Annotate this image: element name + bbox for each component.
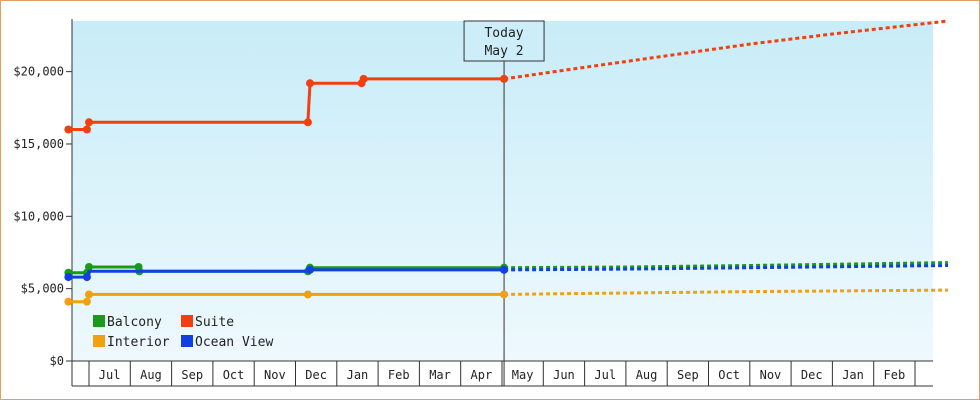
- x-tick-label: Sep: [677, 368, 699, 382]
- legend-label: Balcony: [107, 315, 162, 330]
- x-tick-label: Feb: [884, 368, 906, 382]
- data-point-ocean-view: [64, 273, 73, 282]
- series-forecast-ocean-view: [504, 264, 949, 272]
- today-label: Today: [484, 26, 523, 41]
- series-forecast-suite: [503, 19, 949, 81]
- data-point-suite: [305, 79, 314, 88]
- y-tick-label: $0: [50, 354, 64, 368]
- data-point-balcony: [85, 262, 93, 271]
- data-point-ocean-view: [500, 265, 509, 274]
- y-tick-label: $15,000: [13, 137, 64, 151]
- data-point-interior: [82, 297, 91, 306]
- plot-background: [72, 21, 933, 361]
- data-point-suite: [359, 74, 368, 83]
- data-point-suite: [303, 118, 312, 127]
- x-tick-label: Jul: [99, 368, 121, 382]
- data-point-suite: [82, 125, 91, 134]
- legend-swatch: [181, 315, 193, 327]
- data-point-interior: [85, 290, 93, 299]
- legend-label: Suite: [195, 315, 234, 330]
- x-tick-label: Nov: [760, 368, 782, 382]
- x-tick-label: Nov: [264, 368, 286, 382]
- data-point-interior: [500, 290, 509, 299]
- legend-swatch: [93, 335, 105, 347]
- legend-label: Ocean View: [195, 335, 273, 350]
- x-tick-label: Feb: [388, 368, 410, 382]
- data-point-ocean-view: [305, 265, 314, 274]
- data-point-suite: [85, 118, 93, 127]
- x-tick-label: Jan: [842, 368, 864, 382]
- legend-swatch: [93, 315, 105, 327]
- x-tick-label: Jan: [347, 368, 369, 382]
- x-tick-label: Dec: [305, 368, 327, 382]
- x-tick-label: May: [512, 368, 534, 382]
- x-tick-label: Dec: [801, 368, 823, 382]
- legend-swatch: [181, 335, 193, 347]
- today-box: [463, 20, 545, 62]
- data-point-suite: [64, 125, 73, 134]
- data-point-ocean-view: [82, 273, 91, 282]
- x-tick-label: Jul: [594, 368, 616, 382]
- data-point-interior: [303, 290, 312, 299]
- x-tick-label: Oct: [718, 368, 740, 382]
- data-point-interior: [64, 297, 73, 306]
- y-tick-label: $5,000: [21, 282, 64, 296]
- x-tick-label: Oct: [223, 368, 245, 382]
- series-forecast-interior: [504, 288, 949, 296]
- x-tick-label: Mar: [429, 368, 451, 382]
- data-point-suite: [500, 74, 509, 83]
- legend-label: Interior: [107, 335, 170, 350]
- x-tick-label: Apr: [471, 368, 493, 382]
- today-date-label: May 2: [484, 44, 523, 59]
- x-tick-label: Aug: [636, 368, 658, 382]
- x-tick-label: Sep: [181, 368, 203, 382]
- x-tick-label: Aug: [140, 368, 162, 382]
- x-tick-label: Jun: [553, 368, 575, 382]
- y-tick-label: $20,000: [13, 65, 64, 79]
- y-tick-label: $10,000: [13, 209, 64, 223]
- series-forecast-balcony: [504, 261, 949, 270]
